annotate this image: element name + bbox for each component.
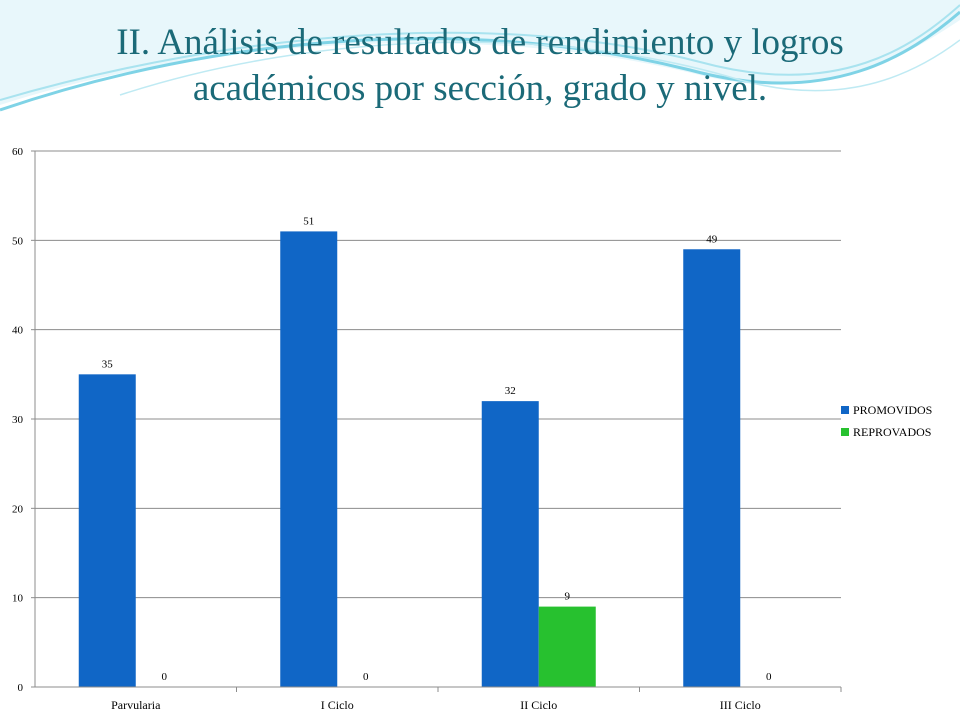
bar <box>481 401 539 687</box>
y-tick-label: 40 <box>12 325 24 337</box>
y-tick-label: 0 <box>18 682 24 694</box>
legend-label: REPROVADOS <box>853 425 931 439</box>
bar <box>683 249 741 687</box>
legend-swatch <box>841 406 849 414</box>
y-tick-label: 30 <box>12 414 24 426</box>
data-labels: 35 0 51 0 32 9 49 0 <box>102 215 772 683</box>
data-label: 9 <box>565 591 571 603</box>
bar <box>280 231 338 687</box>
legend: PROMOVIDOS REPROVADOS <box>841 403 932 439</box>
title-line-1: II. Análisis de resultados de rendimient… <box>116 22 844 63</box>
y-tick-label: 50 <box>12 235 24 247</box>
x-axis: Parvularia I Ciclo II Ciclo III Ciclo <box>35 686 842 712</box>
data-label: 35 <box>102 358 114 370</box>
y-tick-label: 20 <box>12 503 24 515</box>
data-label: 0 <box>766 671 772 683</box>
bar <box>78 374 136 687</box>
x-tick-label: III Ciclo <box>720 698 761 712</box>
legend-label: PROMOVIDOS <box>853 403 932 417</box>
y-tick-label: 60 <box>12 146 24 158</box>
y-tick-label: 10 <box>12 593 24 605</box>
slide-title: II. Análisis de resultados de rendimient… <box>30 20 930 112</box>
data-label: 0 <box>363 671 369 683</box>
data-label: 49 <box>706 233 718 245</box>
bar <box>538 606 596 687</box>
data-label: 51 <box>303 215 314 227</box>
header-swoosh-decoration <box>0 0 960 112</box>
data-label: 32 <box>505 385 516 397</box>
bars <box>78 231 741 687</box>
y-axis: 0 10 20 30 40 50 60 <box>12 146 36 694</box>
x-tick-label: I Ciclo <box>321 698 354 712</box>
title-line-2: académicos por sección, grado y nivel. <box>192 68 768 109</box>
data-label: 0 <box>162 671 168 683</box>
legend-swatch <box>841 428 849 436</box>
x-tick-label: II Ciclo <box>520 698 557 712</box>
x-tick-label: Parvularia <box>111 698 161 712</box>
